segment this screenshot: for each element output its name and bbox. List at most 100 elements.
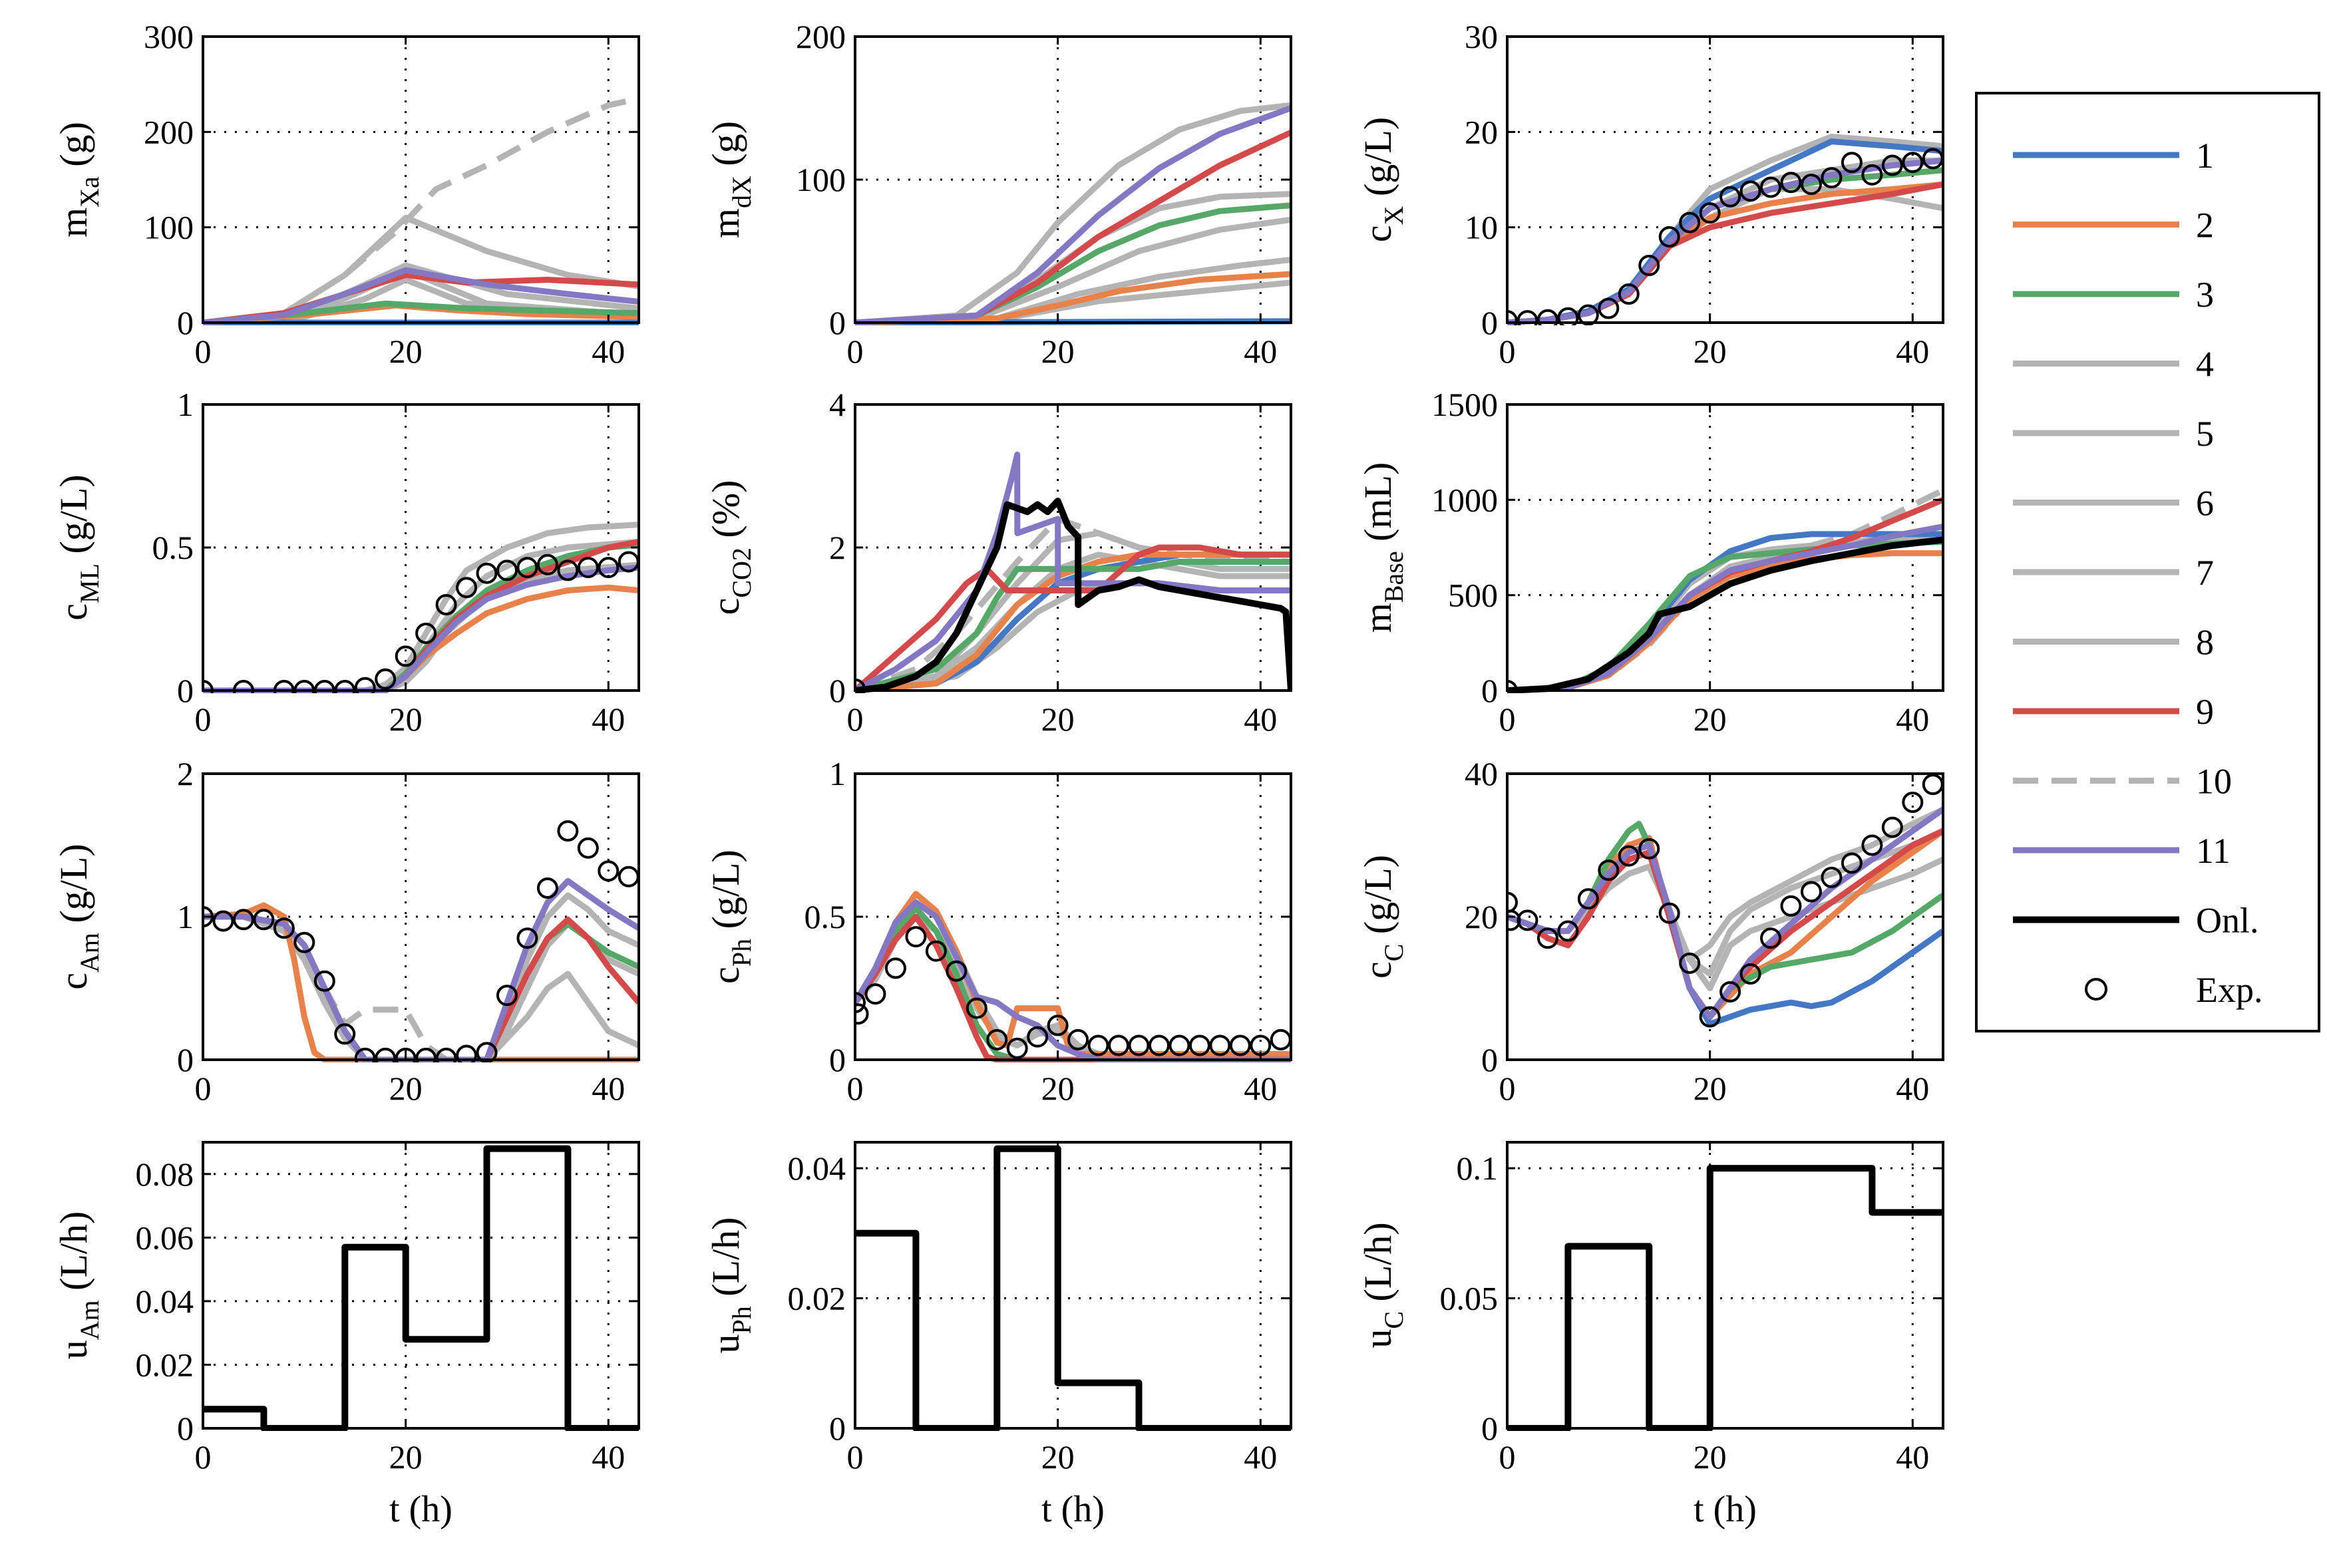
exp-point bbox=[1087, 1034, 1109, 1056]
exp-point bbox=[884, 957, 906, 979]
axis-box bbox=[1506, 35, 1944, 324]
y-tick-label: 20 bbox=[1465, 898, 1498, 935]
series-group-cCO2 bbox=[855, 451, 1291, 693]
exp-point bbox=[496, 559, 518, 581]
series-line-Onl. bbox=[1507, 536, 1943, 693]
y-tick-label: 0 bbox=[1481, 1410, 1498, 1447]
legend-entry-4: 4 bbox=[2013, 345, 2214, 385]
y-axis-label: mdX (g) bbox=[704, 121, 757, 238]
series-line-10 bbox=[203, 95, 639, 325]
exp-point bbox=[1780, 172, 1802, 194]
y-tick-label: 40 bbox=[1465, 755, 1498, 792]
y-axis-label: mBase (mL) bbox=[1356, 462, 1409, 633]
legend-label: 7 bbox=[2196, 553, 2214, 593]
y-axis-label: cC (g/L) bbox=[1356, 855, 1409, 979]
exp-point bbox=[435, 1047, 457, 1062]
exp-point bbox=[1699, 1006, 1721, 1028]
y-axis-label: cCO2 (%) bbox=[704, 480, 757, 615]
exp-point bbox=[557, 559, 579, 581]
exp-point bbox=[293, 931, 315, 953]
x-tick-label: 40 bbox=[1244, 1070, 1277, 1107]
x-tick-label: 20 bbox=[1041, 1070, 1075, 1107]
legend-entry-11: 11 bbox=[2013, 831, 2231, 871]
exp-point bbox=[1507, 891, 1518, 913]
exp-point bbox=[273, 917, 295, 939]
legend-label: 10 bbox=[2196, 762, 2232, 802]
exp-point bbox=[1658, 226, 1680, 247]
legend-label: 3 bbox=[2196, 275, 2214, 315]
y-tick-label: 0.02 bbox=[136, 1346, 194, 1383]
x-tick-label: 20 bbox=[1041, 333, 1075, 370]
exp-point bbox=[1800, 174, 1822, 196]
exp-point bbox=[476, 1042, 498, 1062]
exp-point bbox=[1638, 255, 1660, 276]
exp-point bbox=[855, 678, 866, 693]
exp-point bbox=[415, 623, 437, 644]
exp-point bbox=[577, 557, 599, 579]
y-tick-label: 200 bbox=[144, 113, 194, 150]
y-tick-label: 0.05 bbox=[1440, 1280, 1499, 1317]
x-tick-label: 40 bbox=[1244, 333, 1277, 370]
panel-cPh: 0 20 40 0 0.5 1 cPh (g/L) bbox=[704, 755, 1292, 1107]
x-tick-label: 0 bbox=[1499, 1438, 1516, 1476]
exp-point bbox=[1760, 927, 1782, 949]
x-tick-label: 40 bbox=[1244, 701, 1277, 738]
legend-label: 9 bbox=[2196, 692, 2214, 732]
exp-point bbox=[1861, 164, 1883, 186]
series-line-11 bbox=[203, 564, 639, 693]
y-axis-label: cAm (g/L) bbox=[52, 844, 104, 989]
y-tick-label: 1 bbox=[829, 755, 846, 792]
x-tick-label: 0 bbox=[847, 701, 864, 738]
y-tick-label: 0 bbox=[829, 1041, 846, 1078]
exp-point bbox=[1841, 152, 1863, 174]
series-line-Onl. bbox=[855, 498, 1291, 693]
exp-point bbox=[354, 677, 376, 693]
exp-point bbox=[966, 997, 987, 1019]
x-tick-label: 40 bbox=[1896, 1438, 1929, 1476]
x-tick-label: 20 bbox=[389, 1438, 423, 1476]
legend-label: 5 bbox=[2196, 414, 2214, 454]
legend-entry-Exp.: Exp. bbox=[2085, 970, 2263, 1010]
exp-point bbox=[1699, 202, 1721, 224]
x-tick-label: 40 bbox=[592, 1070, 625, 1107]
exp-point bbox=[496, 985, 518, 1007]
exp-point bbox=[1229, 1034, 1251, 1056]
x-tick-label: 20 bbox=[1694, 333, 1727, 370]
axis-box bbox=[1506, 403, 1944, 692]
y-axis-label: cX (g/L) bbox=[1356, 117, 1409, 242]
series-line-5 bbox=[203, 538, 639, 693]
y-tick-label: 100 bbox=[144, 209, 194, 246]
legend-entry-3: 3 bbox=[2013, 275, 2214, 315]
exp-point bbox=[1598, 860, 1620, 881]
x-tick-label: 0 bbox=[847, 1438, 864, 1476]
series-line-2 bbox=[203, 902, 639, 1062]
exp-point bbox=[1148, 1034, 1170, 1056]
exp-point bbox=[1168, 1034, 1190, 1056]
exp-point bbox=[435, 594, 457, 615]
y-tick-label: 2 bbox=[829, 529, 846, 566]
exp-point bbox=[1557, 307, 1579, 325]
y-tick-label: 300 bbox=[144, 18, 194, 55]
exp-point bbox=[536, 877, 558, 899]
exp-point bbox=[1739, 180, 1761, 202]
y-tick-label: 0.06 bbox=[136, 1219, 194, 1256]
x-tick-label: 20 bbox=[389, 1070, 423, 1107]
exp-point bbox=[905, 926, 927, 948]
legend-entry-6: 6 bbox=[2013, 484, 2214, 524]
panel-cC: 0 20 40 0 20 40 cC (g/L) bbox=[1356, 755, 1944, 1107]
legend-entry-9: 9 bbox=[2013, 692, 2214, 732]
exp-point bbox=[1618, 845, 1640, 867]
exp-point bbox=[516, 557, 538, 579]
y-tick-label: 0 bbox=[177, 304, 194, 341]
x-tick-label: 20 bbox=[1041, 1438, 1075, 1476]
series-group-cPh bbox=[855, 891, 1291, 1062]
exp-point bbox=[1108, 1034, 1130, 1056]
y-tick-label: 500 bbox=[1448, 577, 1498, 614]
exp-point bbox=[212, 910, 234, 932]
x-tick-label: 0 bbox=[195, 333, 212, 370]
axis-box bbox=[1506, 1141, 1944, 1430]
y-tick-label: 30 bbox=[1465, 18, 1498, 55]
y-tick-label: 2 bbox=[177, 755, 194, 792]
